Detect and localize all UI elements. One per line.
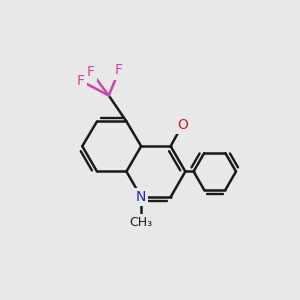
Text: F: F (77, 74, 85, 88)
Text: F: F (87, 65, 95, 79)
Text: O: O (177, 118, 188, 132)
Text: CH₃: CH₃ (130, 216, 153, 229)
Text: N: N (136, 190, 146, 204)
Text: F: F (115, 64, 123, 77)
